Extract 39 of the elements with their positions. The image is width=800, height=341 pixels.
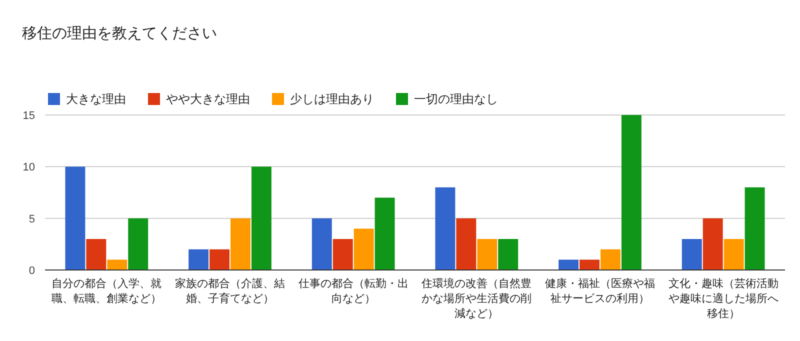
- bar: [724, 239, 744, 270]
- bar: [128, 218, 148, 270]
- bar: [580, 260, 600, 270]
- bar: [456, 218, 476, 270]
- y-tick-label: 5: [28, 213, 35, 226]
- y-tick-label: 15: [22, 110, 35, 122]
- x-tick-label: 住環境の改善（自然豊かな場所や生活費の削減など）: [422, 277, 532, 320]
- x-tick-label: 家族の都合（介護、結婚、子育てなど）: [175, 277, 285, 305]
- x-tick-label: 文化・趣味（芸術活動や趣味に適した場所へ移住）: [668, 277, 778, 320]
- bar: [230, 218, 250, 270]
- bar: [332, 239, 353, 270]
- bar: [621, 115, 642, 270]
- legend-label: 少しは理由あり: [290, 92, 374, 106]
- bar: [374, 198, 395, 270]
- bar: [86, 239, 106, 270]
- legend-label: やや大きな理由: [166, 92, 250, 106]
- x-tick-label: 自分の都合（入学、就職、転職、創業など）: [52, 277, 162, 305]
- legend-label: 大きな理由: [66, 92, 126, 106]
- legend-label: 一切の理由なし: [414, 92, 498, 106]
- bar: [65, 166, 86, 270]
- bar: [107, 260, 128, 270]
- x-tick-label: 健康・福祉（医療や福祉サービスの利用）: [545, 277, 655, 305]
- bar: [188, 249, 209, 270]
- bar: [251, 166, 272, 270]
- bar: [312, 218, 332, 270]
- bar: [682, 239, 702, 270]
- y-tick-label: 10: [22, 162, 35, 174]
- bar: [744, 187, 765, 270]
- bar: [210, 249, 230, 270]
- x-tick-label: 仕事の都合（転勤・出向など）: [298, 277, 408, 305]
- bar: [477, 239, 498, 270]
- bar: [600, 249, 620, 270]
- bar: [435, 187, 456, 270]
- bar: [354, 228, 374, 270]
- y-tick-label: 0: [28, 265, 35, 277]
- chart-title: 移住の理由を教えてください: [22, 25, 217, 42]
- bar: [498, 239, 518, 270]
- bar: [702, 218, 723, 270]
- bar: [558, 260, 579, 270]
